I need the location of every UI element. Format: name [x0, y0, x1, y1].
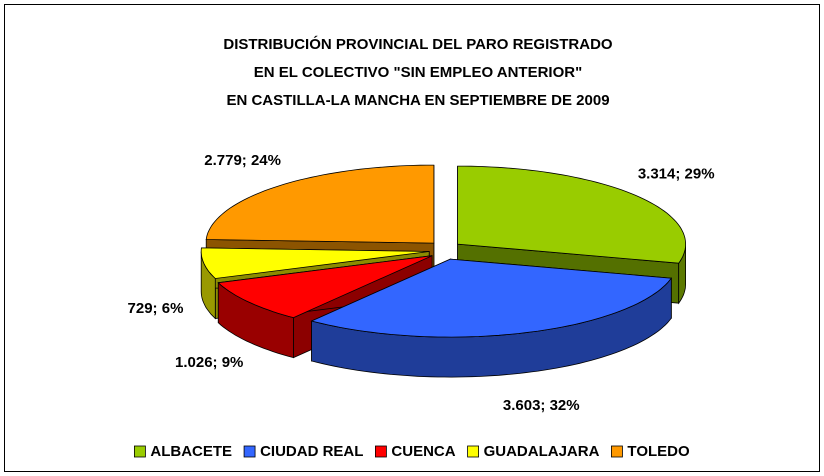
legend: ALBACETE CIUDAD REAL CUENCA GUADALAJARA TOLE… — [133, 443, 690, 460]
data-label: 2.779; 24% — [204, 152, 281, 169]
slice-top — [200, 247, 430, 279]
legend-swatch — [243, 445, 256, 458]
legend-label: GUADALAJARA — [484, 443, 600, 460]
chart-title: DISTRIBUCIÓN PROVINCIAL DEL PARO REGISTR… — [223, 35, 613, 53]
slice — [310, 258, 673, 378]
slice-top — [457, 165, 686, 264]
legend-label: TOLEDO — [627, 443, 690, 460]
data-label: 3.314; 29% — [638, 165, 715, 182]
slice-top — [217, 255, 433, 319]
legend-label: CIUDAD REAL — [260, 443, 363, 460]
chart-title: EN CASTILLA-LA MANCHA EN SEPTIEMBRE DE 2… — [226, 92, 609, 109]
data-label: 3.603; 32% — [503, 397, 580, 414]
slice-top — [310, 258, 673, 338]
legend-swatch — [611, 445, 623, 458]
slice-top — [205, 164, 435, 244]
legend-label: ALBACETE — [150, 443, 232, 460]
legend-swatch — [467, 445, 479, 458]
chart-title: EN EL COLECTIVO "SIN EMPLEO ANTERIOR" — [254, 64, 582, 81]
legend-swatch — [133, 445, 146, 458]
data-label: 1.026; 9% — [175, 354, 243, 371]
legend-label: CUENCA — [391, 443, 455, 460]
legend-swatch — [375, 445, 387, 458]
data-label: 729; 6% — [128, 300, 184, 317]
